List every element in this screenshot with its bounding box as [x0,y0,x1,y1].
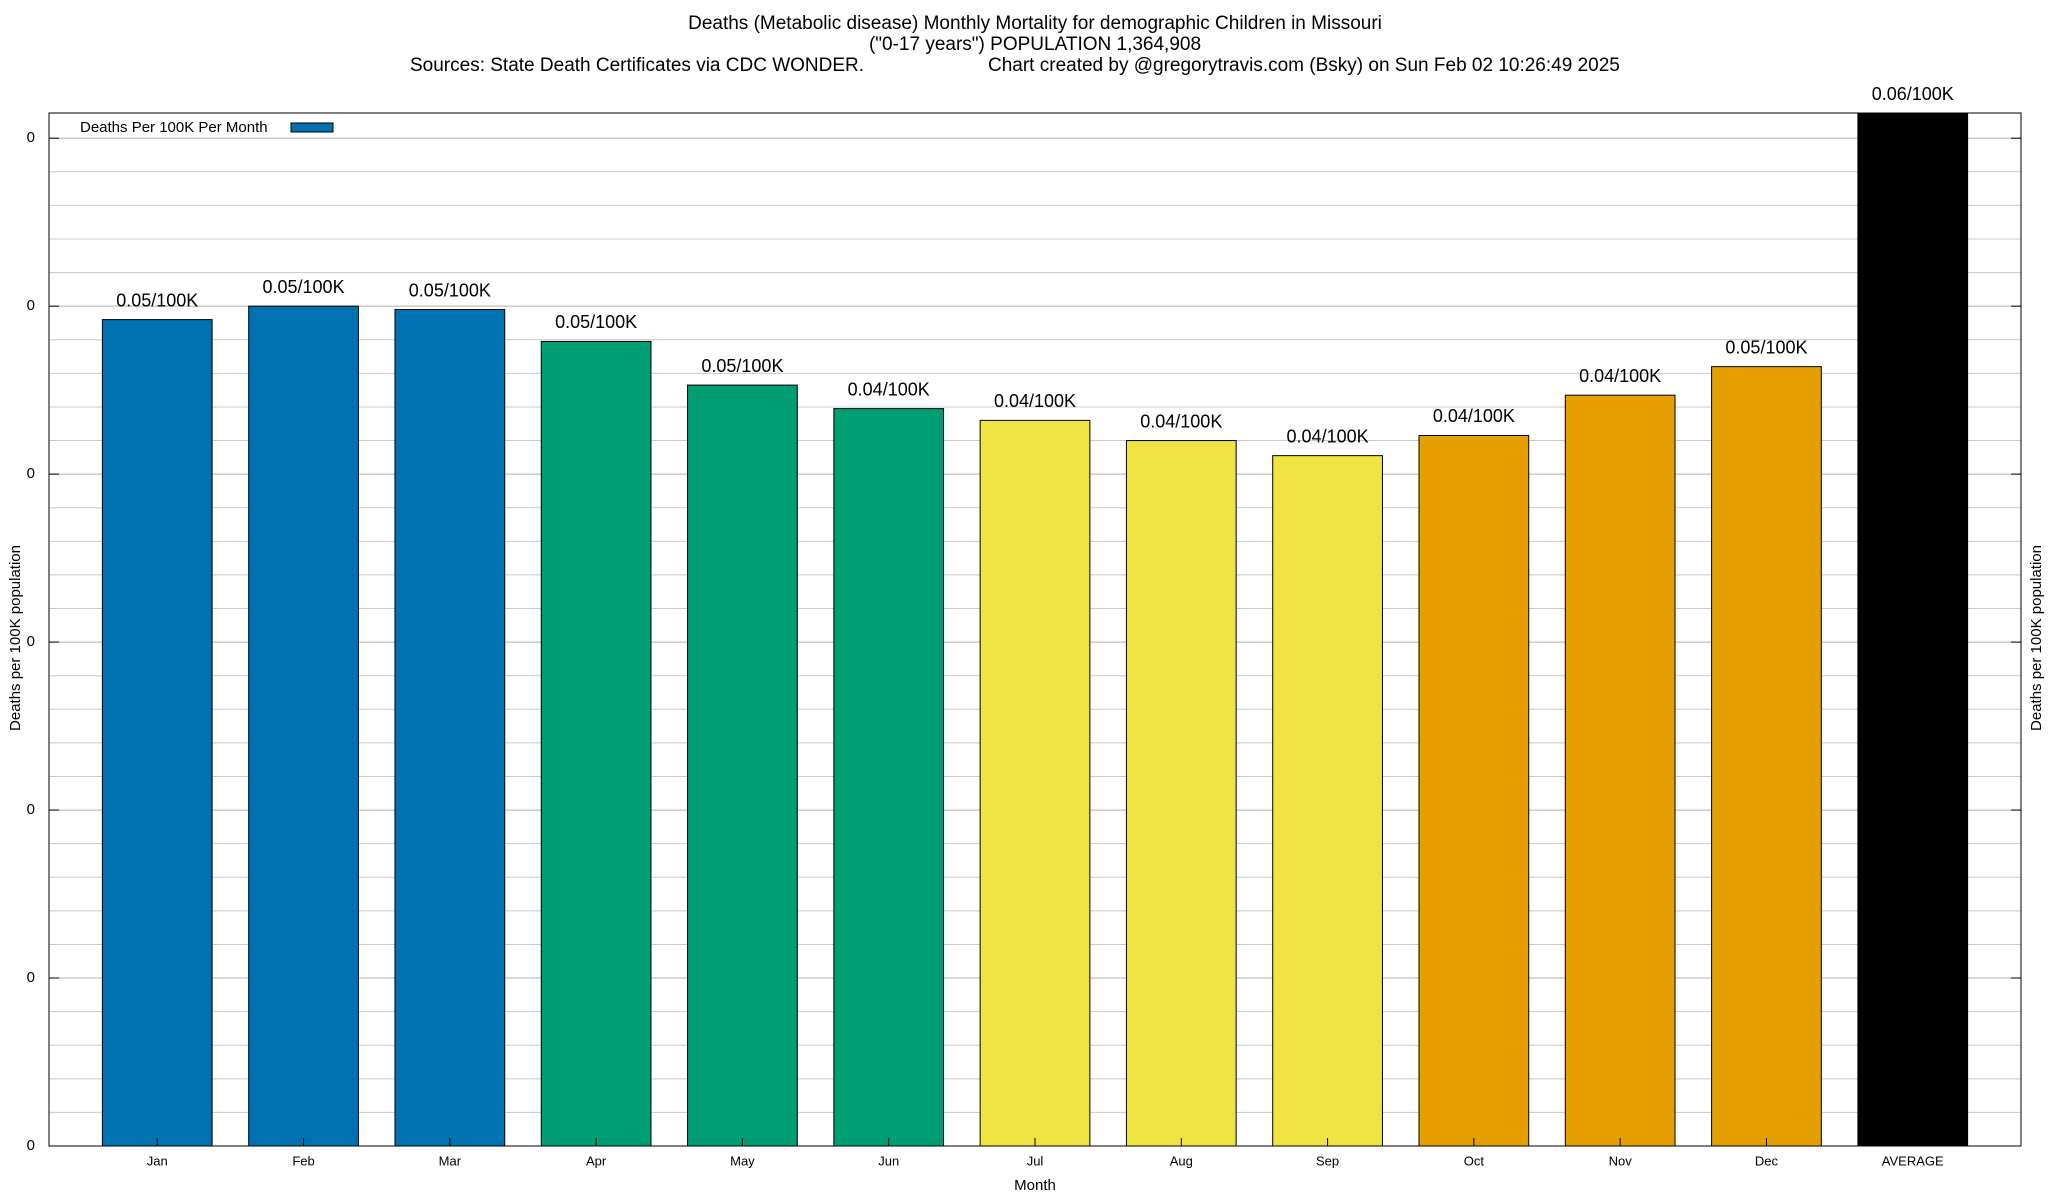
x-axis-label: Month [1014,1177,1056,1194]
bar [540,340,652,1146]
y-tick-label: 0 [27,633,35,650]
bar [833,408,945,1146]
bar [687,384,798,1146]
x-tick-label: AVERAGE [1882,1153,1944,1168]
y-tick-label: 0 [27,465,35,482]
legend-label: Deaths Per 100K Per Month [80,119,268,136]
value-label: 0.04/100K [1140,411,1222,431]
x-tick-label: Aug [1170,1153,1193,1168]
x-tick-label: Apr [586,1153,607,1168]
value-label: 0.05/100K [263,277,345,297]
x-tick-label: Dec [1755,1153,1779,1168]
bars [101,113,1969,1146]
legend-swatch [290,122,334,133]
bar [248,305,359,1146]
y-tick-label: 0 [27,129,35,146]
chart-subtitle: ("0-17 years") POPULATION 1,364,908 [869,34,1201,55]
bar [1711,366,1822,1146]
y-tick-label: 0 [27,969,35,986]
value-label: 0.04/100K [1433,406,1515,426]
value-label: 0.04/100K [1579,366,1661,386]
x-tick-label: Nov [1609,1153,1633,1168]
value-label: 0.05/100K [116,290,198,310]
x-tick-label: Oct [1464,1153,1485,1168]
value-label: 0.04/100K [1287,426,1369,446]
bar [101,319,213,1146]
x-tick-label: May [730,1153,755,1168]
y2-axis-label: Deaths per 100K population [2028,545,2045,731]
y-tick-label: 0 [27,1137,35,1154]
bar [1418,434,1530,1146]
chart-title: Deaths (Metabolic disease) Monthly Morta… [688,13,1382,34]
y-axis-label: Deaths per 100K population [7,545,24,731]
value-label: 0.05/100K [1725,337,1807,357]
y-tick-label: 0 [27,297,35,314]
y-tick-label: 0 [27,801,35,818]
bar [394,309,506,1146]
value-label: 0.05/100K [701,356,783,376]
bar [1125,440,1237,1146]
x-tick-label: Jul [1027,1153,1044,1168]
sources: Sources: State Death Certificates via CD… [410,55,864,76]
x-tick-label: Sep [1316,1153,1339,1168]
x-tick-label: Jun [878,1153,899,1168]
x-tick-label: Mar [439,1153,462,1168]
value-label: 0.05/100K [555,312,637,332]
value-label: 0.04/100K [994,391,1076,411]
value-label: 0.04/100K [848,379,930,399]
value-label: 0.05/100K [409,280,491,300]
plot-frame [48,112,2022,1147]
bar [1272,455,1383,1146]
bar [1564,394,1676,1146]
bar [979,419,1091,1146]
value-label: 0.06/100K [1872,84,1954,104]
bar [1857,113,1969,1146]
x-tick-label: Jan [147,1153,168,1168]
x-tick-label: Feb [292,1153,314,1168]
credit: Chart created by @gregorytravis.com (Bsk… [988,55,1620,76]
